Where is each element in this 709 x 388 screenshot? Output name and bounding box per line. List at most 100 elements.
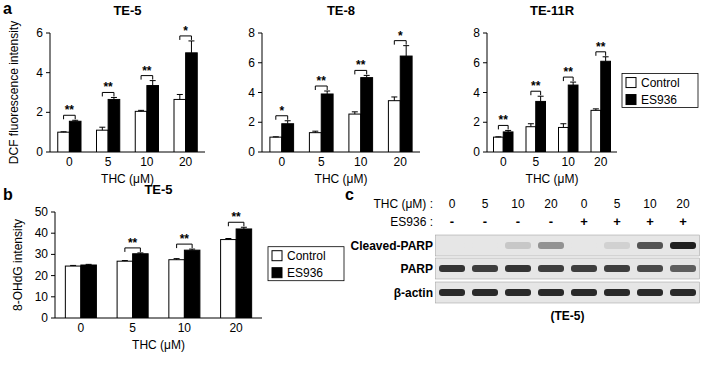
y-tick bbox=[51, 275, 55, 276]
error-bar bbox=[189, 249, 195, 250]
x-tick-label: 0 bbox=[278, 155, 285, 169]
y-tick-label: 6 bbox=[36, 26, 43, 40]
legend: ControlES936 bbox=[622, 74, 698, 108]
bar bbox=[147, 86, 159, 152]
lane-label: 20 bbox=[544, 197, 558, 211]
y-tick bbox=[51, 296, 55, 297]
error-bar bbox=[150, 81, 156, 86]
error-bar bbox=[86, 264, 92, 266]
bar bbox=[388, 101, 400, 152]
band bbox=[670, 242, 696, 249]
error-bar bbox=[137, 252, 143, 254]
legend-label: ES936 bbox=[287, 266, 323, 280]
x-tick-label: 5 bbox=[105, 155, 112, 169]
blot-strip bbox=[436, 282, 700, 303]
significance-label: ** bbox=[128, 236, 138, 250]
y-axis-label: 8-OHdG intensity bbox=[11, 219, 25, 311]
x-tick-label: 10 bbox=[562, 155, 576, 169]
bar bbox=[65, 266, 81, 318]
bar bbox=[400, 56, 412, 152]
significance-label: * bbox=[183, 24, 188, 38]
bar bbox=[117, 261, 133, 318]
chart-title: TE-5 bbox=[113, 3, 141, 18]
caption: (TE-5) bbox=[551, 309, 585, 323]
error-bar bbox=[225, 239, 231, 240]
band bbox=[472, 289, 498, 296]
bar bbox=[184, 250, 200, 318]
legend-swatch bbox=[626, 95, 636, 105]
y-tick bbox=[46, 72, 50, 73]
error-bar bbox=[138, 110, 144, 112]
bar-chart: TE-58-OHdG intensity01020304050051020THC… bbox=[11, 182, 344, 352]
y-tick bbox=[258, 92, 262, 93]
legend-swatch bbox=[272, 251, 282, 261]
y-axis bbox=[487, 33, 488, 152]
chart-title: TE-8 bbox=[327, 3, 355, 18]
row-header: THC (μM) : bbox=[373, 197, 433, 211]
y-tick-label: 0 bbox=[248, 145, 255, 159]
y-tick-label: 0 bbox=[36, 145, 43, 159]
significance-label: ** bbox=[356, 58, 366, 72]
significance-label: ** bbox=[103, 80, 113, 94]
y-tick bbox=[46, 112, 50, 113]
row-header: ES936 : bbox=[390, 215, 433, 229]
y-tick-label: 6 bbox=[248, 56, 255, 70]
significance-label: ** bbox=[65, 103, 75, 117]
x-tick-label: 20 bbox=[394, 155, 408, 169]
x-tick-label: 0 bbox=[66, 155, 73, 169]
y-tick-label: 0 bbox=[473, 145, 480, 159]
band bbox=[472, 242, 498, 249]
error-bar bbox=[403, 46, 409, 56]
bar-chart: TE-802468051020THC (μM)****** bbox=[248, 3, 420, 186]
x-tick-label: 20 bbox=[229, 321, 243, 335]
lane-label: - bbox=[483, 214, 487, 229]
band bbox=[670, 265, 696, 272]
legend: Control ES936 bbox=[268, 247, 344, 281]
error-bar bbox=[528, 124, 534, 127]
legend-label: Control bbox=[287, 249, 326, 263]
bar bbox=[503, 132, 513, 152]
y-tick bbox=[46, 33, 50, 34]
error-bar bbox=[241, 227, 247, 229]
y-tick-label: 50 bbox=[35, 205, 49, 219]
band bbox=[439, 289, 465, 296]
y-tick-label: 4 bbox=[473, 86, 480, 100]
y-tick-label: 0 bbox=[41, 311, 48, 325]
bar bbox=[174, 99, 186, 152]
band bbox=[505, 265, 531, 272]
bar bbox=[108, 99, 120, 152]
lane-label: - bbox=[549, 214, 553, 229]
row-label: Cleaved-PARP bbox=[351, 239, 433, 253]
x-axis-label: THC (μM) bbox=[132, 338, 185, 352]
error-bar bbox=[122, 260, 128, 262]
y-tick bbox=[483, 62, 487, 63]
bar bbox=[58, 132, 70, 152]
lane-label: + bbox=[580, 214, 588, 229]
band bbox=[439, 265, 465, 272]
y-tick-label: 8 bbox=[473, 26, 480, 40]
significance-label: ** bbox=[231, 210, 241, 224]
band bbox=[637, 242, 663, 249]
legend-swatch bbox=[626, 78, 636, 88]
band bbox=[571, 242, 597, 249]
lane-label: - bbox=[450, 214, 454, 229]
x-tick-label: 0 bbox=[78, 321, 85, 335]
band bbox=[472, 265, 498, 272]
bar bbox=[309, 133, 321, 152]
legend-frame bbox=[268, 247, 344, 281]
error-bar bbox=[603, 57, 609, 61]
band bbox=[538, 265, 564, 272]
error-bar bbox=[391, 97, 397, 101]
blot-strip bbox=[436, 258, 700, 279]
bar bbox=[236, 229, 252, 318]
error-bar bbox=[99, 127, 105, 130]
lane-label: + bbox=[613, 214, 621, 229]
lane-label: 5 bbox=[482, 197, 489, 211]
bar bbox=[361, 78, 373, 152]
error-bar bbox=[177, 94, 183, 99]
error-bar bbox=[61, 131, 67, 132]
error-bar bbox=[273, 136, 279, 137]
y-tick-label: 10 bbox=[35, 290, 49, 304]
y-tick-label: 8 bbox=[248, 26, 255, 40]
error-bar bbox=[174, 259, 180, 260]
